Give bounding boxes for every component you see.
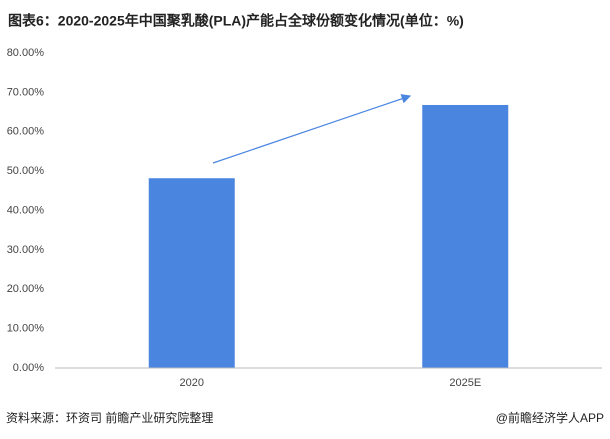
bar — [148, 178, 235, 368]
x-tick-label: 2025E — [449, 377, 481, 389]
x-tick-label: 2020 — [180, 377, 204, 389]
y-tick-label: 80.00% — [7, 47, 45, 59]
bar — [422, 104, 509, 368]
source-note: 资料来源：环资司 前瞻产业研究院整理 — [6, 410, 213, 425]
chart-title: 图表6：2020-2025年中国聚乳酸(PLA)产能占全球份额变化情况(单位：%… — [8, 13, 464, 29]
trend-arrow — [212, 94, 412, 164]
y-tick-label: 30.00% — [7, 244, 45, 256]
y-tick-label: 20.00% — [7, 283, 45, 295]
y-tick-label: 0.00% — [13, 362, 44, 374]
y-tick-label: 60.00% — [7, 126, 45, 138]
credit: @前瞻经济学人APP — [496, 410, 604, 425]
y-tick-label: 70.00% — [7, 86, 45, 98]
y-tick-label: 50.00% — [7, 165, 45, 177]
y-tick-label: 40.00% — [7, 204, 45, 216]
y-tick-label: 10.00% — [7, 323, 45, 335]
